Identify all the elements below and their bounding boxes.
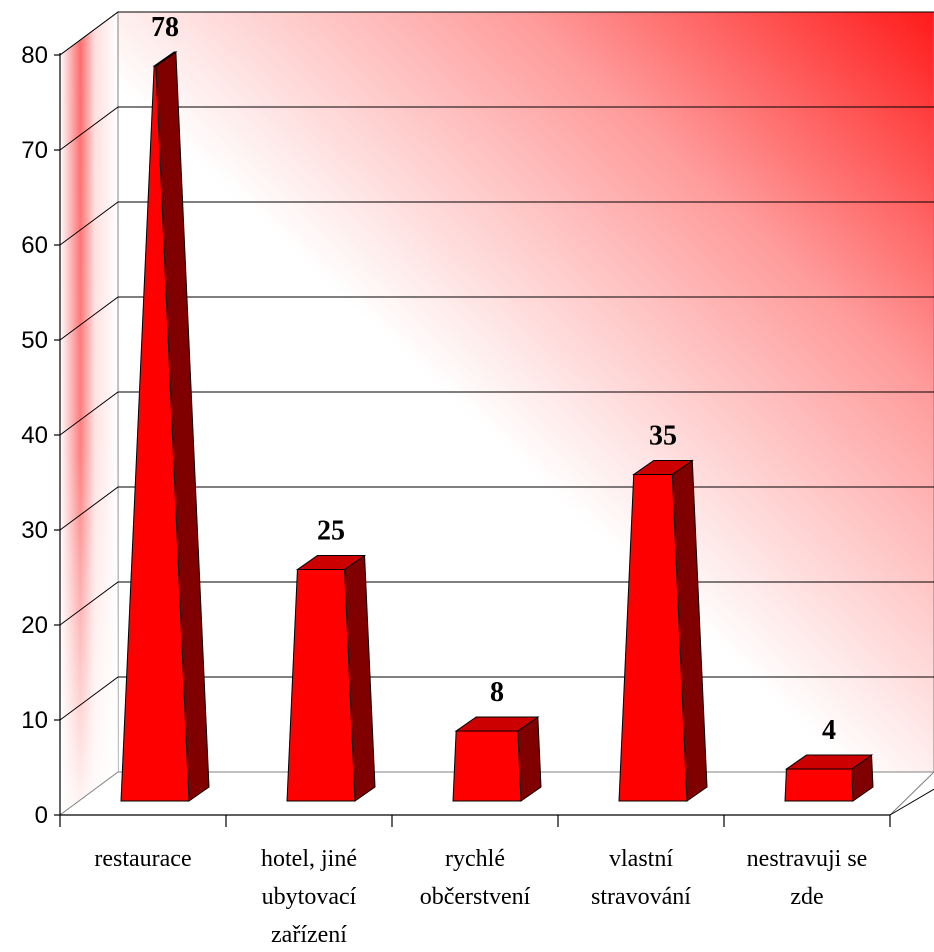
bar-front [120, 65, 190, 802]
bar [784, 754, 874, 802]
bar [452, 716, 542, 802]
category-label: vlastní stravování [591, 846, 691, 910]
data-label: 4 [822, 715, 836, 746]
y-tick-label: 60 [21, 232, 48, 259]
category-label: hotel, jiné ubytovací zařízení [261, 846, 357, 948]
category-label-line: zařízení [271, 922, 347, 948]
data-label: 8 [490, 677, 504, 708]
y-tick-label: 30 [21, 517, 48, 544]
category-label-line: vlastní [609, 846, 673, 872]
y-ticks: 0 10 20 30 40 50 60 70 80 [21, 42, 60, 829]
y-tick-label: 10 [21, 707, 48, 734]
category-label: restaurace [94, 846, 191, 872]
gridline [59, 11, 934, 56]
category-label: nestravuji se zde [747, 846, 868, 910]
bar-front [286, 569, 356, 802]
bar-front [618, 474, 688, 802]
y-tick-label: 20 [21, 612, 48, 639]
bar-side [517, 716, 542, 802]
category-labels: restaurace hotel, jiné ubytovací zařízení ry… [94, 846, 867, 948]
gridline [59, 296, 934, 341]
category-label-line: zde [790, 884, 823, 910]
y-tick-label: 40 [21, 422, 48, 449]
data-label: 35 [649, 421, 677, 452]
category-label-line: hotel, jiné [261, 846, 357, 872]
bar [618, 459, 708, 802]
bar [286, 554, 376, 802]
y-tick-label: 0 [35, 802, 48, 829]
gridline [59, 391, 934, 436]
category-label-line: ubytovací [262, 884, 357, 910]
category-label-line: restaurace [94, 846, 191, 872]
bar [120, 51, 210, 802]
bar-front [784, 768, 854, 802]
category-label-line: občerstvení [420, 884, 531, 910]
y-tick-label: 70 [21, 137, 48, 164]
data-labels: 78 25 8 35 4 [151, 12, 836, 746]
category-label-line: stravování [591, 884, 691, 910]
data-label: 78 [151, 12, 179, 43]
bar-front [452, 730, 522, 802]
data-label: 25 [317, 516, 345, 547]
y-tick-label: 50 [21, 327, 48, 354]
gridline [59, 106, 934, 151]
category-label-line: nestravuji se [747, 846, 868, 872]
bars [120, 51, 874, 802]
category-label-line: rychlé [445, 846, 505, 872]
axes [59, 53, 934, 827]
floor-edge-right [889, 788, 934, 816]
y-tick-label: 80 [21, 42, 48, 69]
gridline [59, 201, 934, 246]
category-label: rychlé občerstvení [420, 846, 531, 910]
